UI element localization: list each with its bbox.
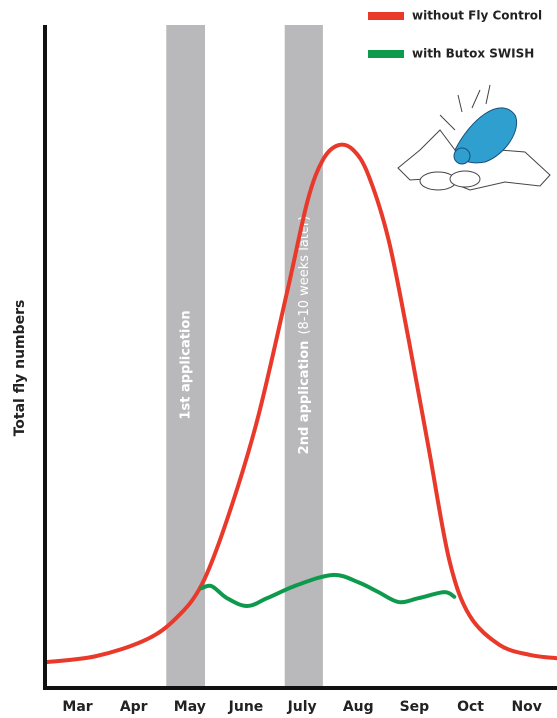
band-label: 1st application [178,310,193,419]
application-band [166,25,205,687]
legend-swatch [368,12,404,20]
x-tick-label: Nov [511,699,541,715]
band-title: 2nd application [296,341,311,455]
legend-label: with Butox SWISH [412,47,534,61]
bands: 1st application 2nd application (8-10 week… [166,25,323,687]
plot [43,142,557,665]
y-axis-label: Total fly numbers [12,300,28,437]
band-label: 2nd application (8-10 weeks later) [296,216,311,455]
x-tick-label: Oct [457,699,484,715]
x-tick-label: May [174,699,206,715]
x-tick-label: June [228,699,264,715]
series-line [199,572,457,609]
legend-swatch [368,50,404,58]
x-tick-label: Apr [120,699,148,715]
legend-label: without Fly Control [412,9,542,23]
x-tick-label: Sep [400,699,430,715]
series-line [43,142,557,665]
band-title: 1st application [178,310,193,419]
band-note: (8-10 weeks later) [296,216,311,335]
fly-illustration [397,84,551,191]
x-tick-label: Aug [343,699,374,715]
x-tick-label: July [287,699,317,715]
x-tick-label: Mar [62,699,92,715]
